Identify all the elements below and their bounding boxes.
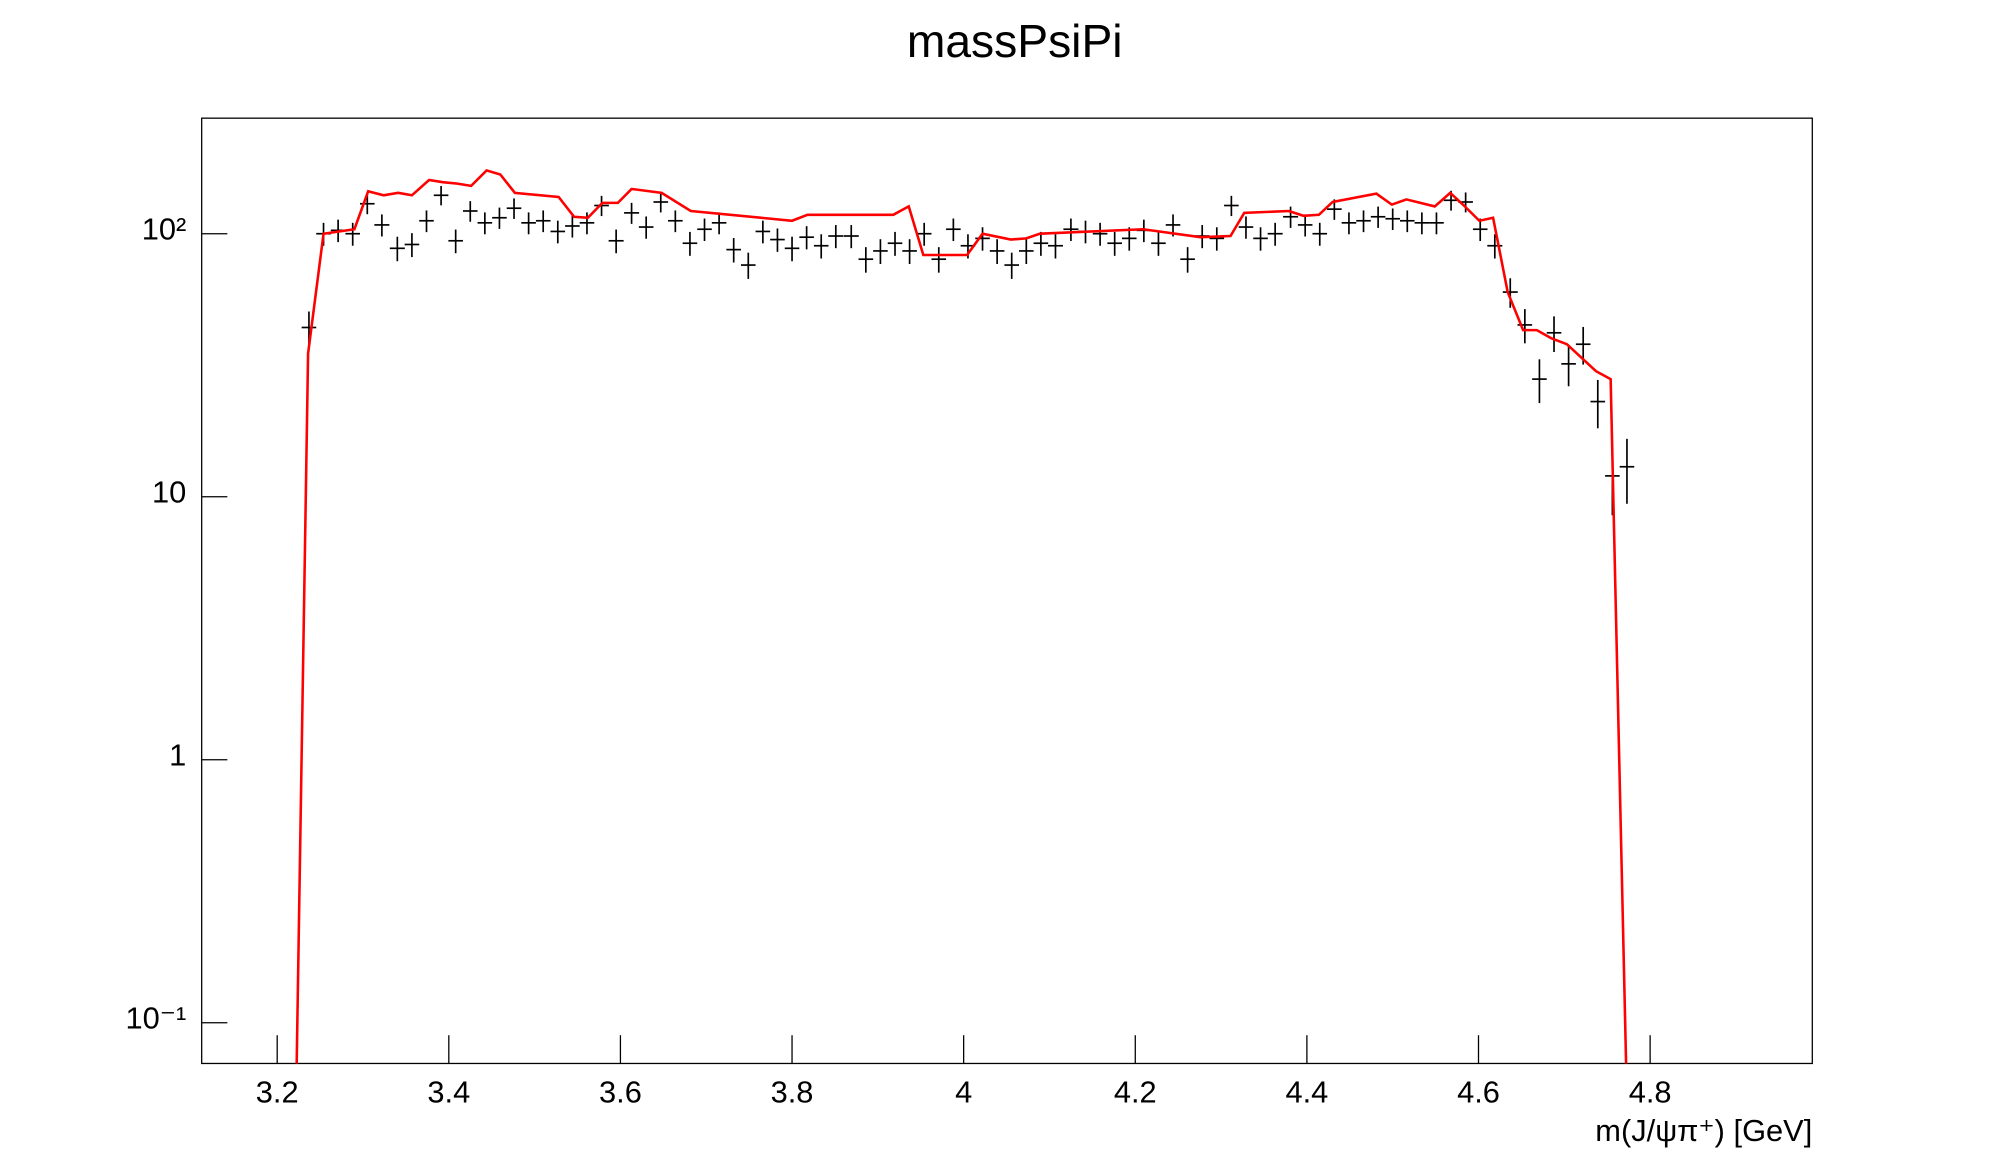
x-axis-label: m(J/ψπ⁺) [GeV] [1595,1113,1812,1148]
model-line [295,169,1628,1064]
y-tick-label: 10⁻¹ [125,1000,186,1035]
y-tick-label: 10² [142,211,187,246]
x-tick-label: 3.2 [256,1074,299,1109]
plot-frame [201,117,1813,1065]
x-tick-label: 4.4 [1285,1074,1328,1109]
x-tick-label: 3.8 [771,1074,814,1109]
y-tick-label: 10 [152,474,186,509]
y-tick-label: 1 [169,737,186,772]
x-tick-label: 3.4 [427,1074,470,1109]
x-tick-label: 4 [955,1074,972,1109]
x-tick-label: 4.6 [1457,1074,1500,1109]
chart-title: massPsiPi [907,15,1123,67]
plot-area [295,169,1635,1064]
x-tick-label: 4.2 [1114,1074,1157,1109]
x-tick-label: 3.6 [599,1074,642,1109]
x-tick-label: 4.8 [1629,1074,1672,1109]
